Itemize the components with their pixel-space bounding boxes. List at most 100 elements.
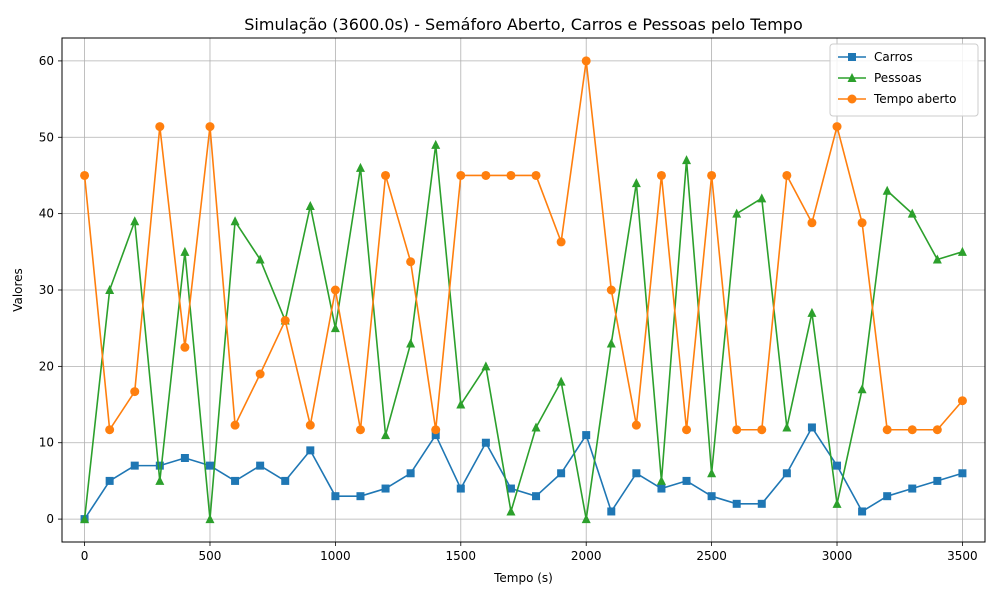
data-point-tempo-aberto xyxy=(330,285,340,295)
data-point-carros xyxy=(381,484,390,493)
axis-ticks: 0 500 1000 1500 2000 2500 3000 3500 0 10 20 30 40 50 6… xyxy=(39,54,978,563)
data-point-carros xyxy=(356,492,365,501)
legend: Carros Pessoas Tempo aberto xyxy=(829,43,979,117)
x-tick-label: 1000 xyxy=(320,549,351,563)
series-layer xyxy=(80,56,967,524)
data-point-carros xyxy=(431,431,440,440)
data-point-carros xyxy=(231,476,240,485)
data-point-tempo-aberto xyxy=(757,425,767,435)
data-point-carros xyxy=(155,461,164,470)
data-point-carros xyxy=(933,476,942,485)
data-point-carros xyxy=(205,461,214,470)
data-point-tempo-aberto xyxy=(631,420,641,430)
data-point-carros xyxy=(833,461,842,470)
data-point-carros xyxy=(506,484,515,493)
data-point-carros xyxy=(958,469,967,478)
y-tick-label: 30 xyxy=(39,283,54,297)
data-point-pessoas xyxy=(682,155,692,165)
data-point-carros xyxy=(908,484,917,493)
data-point-carros xyxy=(883,492,892,501)
y-tick-label: 60 xyxy=(39,54,54,68)
data-point-pessoas xyxy=(932,254,942,264)
data-point-pessoas xyxy=(155,475,165,485)
data-point-tempo-aberto xyxy=(431,425,441,435)
legend-label: Carros xyxy=(874,50,913,64)
plot-frame xyxy=(61,37,986,543)
chart-title: Simulação (3600.0s) - Semáforo Aberto, C… xyxy=(244,15,802,34)
data-point-pessoas xyxy=(130,216,140,226)
data-point-pessoas xyxy=(957,246,967,256)
data-point-tempo-aberto xyxy=(130,387,140,397)
data-point-pessoas xyxy=(782,422,792,432)
data-point-tempo-aberto xyxy=(732,425,742,435)
y-tick-label: 20 xyxy=(39,359,54,373)
data-point-carros xyxy=(306,446,315,455)
series-carros xyxy=(80,423,967,524)
data-point-carros xyxy=(331,492,340,501)
data-point-carros xyxy=(782,469,791,478)
data-point-pessoas xyxy=(180,246,190,256)
data-point-carros xyxy=(180,454,189,462)
y-tick-label: 40 xyxy=(39,207,54,221)
data-point-tempo-aberto xyxy=(406,257,416,267)
data-point-tempo-aberto xyxy=(280,316,290,326)
data-point-carros xyxy=(532,492,541,501)
data-point-tempo-aberto xyxy=(255,369,265,379)
data-point-tempo-aberto xyxy=(707,170,717,180)
data-point-pessoas xyxy=(255,254,265,264)
data-point-tempo-aberto xyxy=(606,285,616,295)
data-point-carros xyxy=(732,499,741,508)
data-point-carros xyxy=(256,461,265,470)
data-point-carros xyxy=(582,431,591,440)
data-point-carros xyxy=(481,438,490,447)
data-point-pessoas xyxy=(556,376,566,386)
data-point-pessoas xyxy=(205,514,215,524)
data-point-tempo-aberto xyxy=(481,170,491,180)
data-point-tempo-aberto xyxy=(305,420,315,430)
data-point-tempo-aberto xyxy=(907,425,917,435)
data-point-carros xyxy=(105,476,114,485)
x-tick-label: 500 xyxy=(199,549,222,563)
data-point-pessoas xyxy=(230,216,240,226)
data-point-tempo-aberto xyxy=(832,122,842,132)
data-point-tempo-aberto xyxy=(456,170,466,180)
data-point-tempo-aberto xyxy=(682,425,692,435)
data-point-carros xyxy=(858,507,867,516)
x-tick-label: 0 xyxy=(81,549,89,563)
data-point-pessoas xyxy=(105,285,115,294)
data-point-pessoas xyxy=(907,208,917,218)
data-point-pessoas xyxy=(381,430,391,440)
data-point-carros xyxy=(632,469,641,478)
series-tempo-aberto xyxy=(80,56,967,435)
data-point-pessoas xyxy=(431,139,441,149)
data-point-carros xyxy=(281,476,290,485)
y-tick-label: 50 xyxy=(39,130,54,144)
data-point-carros xyxy=(557,469,566,478)
x-tick-label: 2000 xyxy=(571,549,602,563)
data-point-carros xyxy=(682,476,691,485)
data-point-tempo-aberto xyxy=(155,122,165,132)
data-point-pessoas xyxy=(631,178,641,188)
data-point-carros xyxy=(456,484,465,493)
data-point-carros xyxy=(406,469,415,478)
legend-swatch-marker xyxy=(847,94,857,104)
series-line-pessoas xyxy=(83,144,963,520)
legend-item-tempo-aberto: Tempo aberto xyxy=(838,92,956,106)
legend-box xyxy=(829,43,979,117)
data-point-pessoas xyxy=(305,201,315,210)
data-point-pessoas xyxy=(656,475,666,485)
x-tick-label: 3500 xyxy=(947,549,978,563)
data-point-tempo-aberto xyxy=(80,170,90,180)
x-tick-label: 2500 xyxy=(696,549,727,563)
data-point-tempo-aberto xyxy=(556,237,566,247)
data-point-tempo-aberto xyxy=(230,420,240,430)
data-point-carros xyxy=(130,461,139,470)
y-tick-label: 0 xyxy=(46,512,54,526)
data-point-pessoas xyxy=(330,323,340,333)
data-point-tempo-aberto xyxy=(857,218,867,228)
legend-item-pessoas: Pessoas xyxy=(838,71,922,85)
data-point-tempo-aberto xyxy=(105,425,115,435)
data-point-tempo-aberto xyxy=(807,218,817,228)
data-point-pessoas xyxy=(80,514,90,524)
